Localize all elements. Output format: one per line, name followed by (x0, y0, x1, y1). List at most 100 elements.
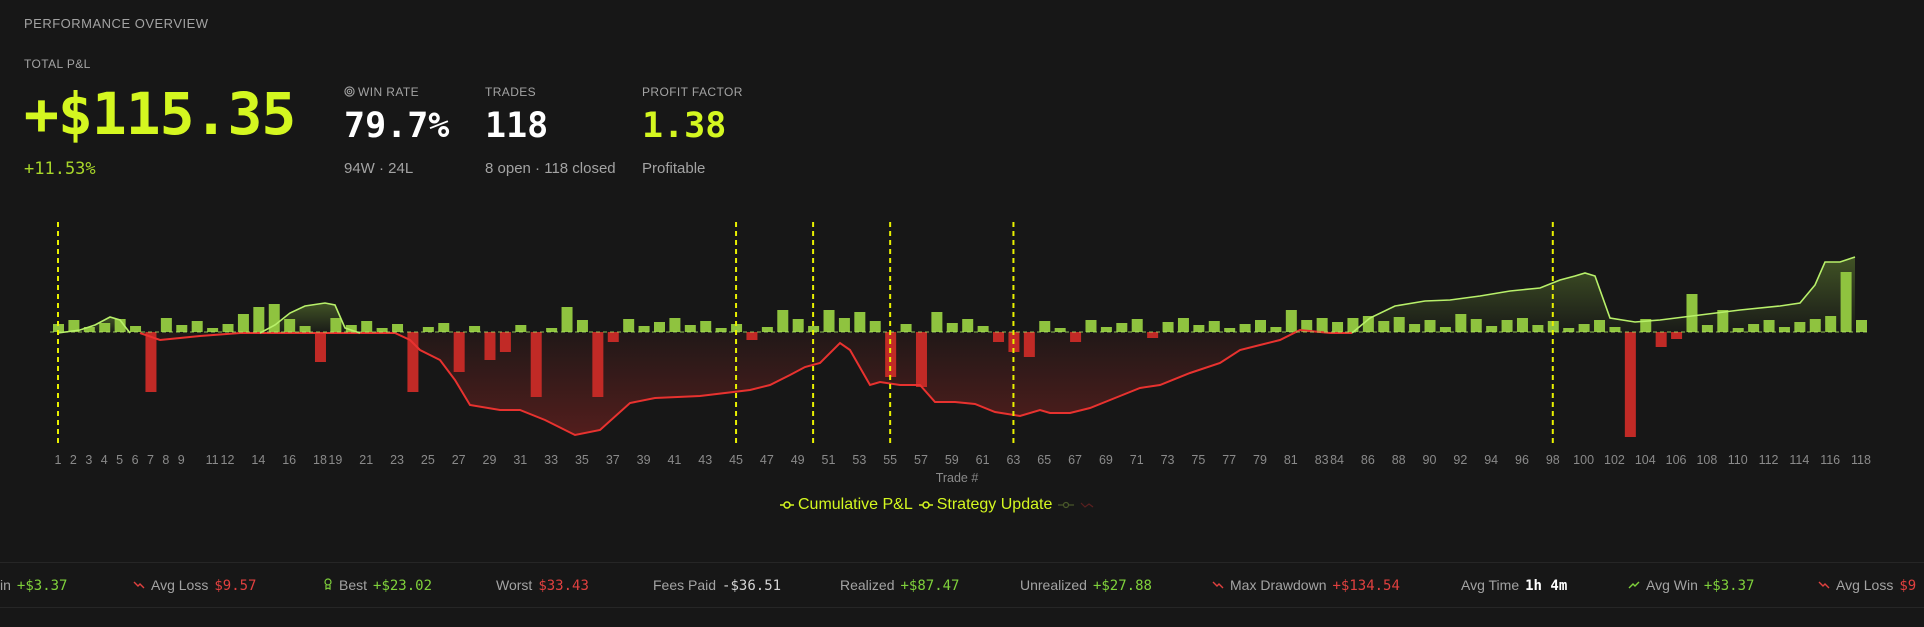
ticker-item: Avg Loss $9 (1818, 577, 1916, 594)
ticker-item: in +$3.37 (0, 577, 68, 594)
win-bar[interactable] (422, 327, 434, 332)
win-bar[interactable] (361, 321, 373, 332)
win-bar[interactable] (1054, 328, 1066, 332)
win-bar[interactable] (1193, 325, 1205, 332)
x-tick-label: 92 (1453, 453, 1467, 467)
win-bar[interactable] (761, 327, 773, 332)
win-bar[interactable] (268, 304, 280, 332)
win-bar[interactable] (469, 326, 481, 332)
x-tick-label: 90 (1423, 453, 1437, 467)
legend-label-strategy: Strategy Update (936, 496, 1053, 513)
x-tick-label: 63 (1006, 453, 1020, 467)
win-bar[interactable] (777, 310, 789, 332)
x-tick-label: 16 (282, 453, 296, 467)
win-bar[interactable] (345, 325, 357, 332)
x-tick-label: 18 (313, 453, 327, 467)
win-rate-value: 79.7% (344, 106, 450, 146)
loss-bar[interactable] (145, 332, 157, 392)
loss-bar[interactable] (1655, 332, 1667, 347)
win-bar[interactable] (1162, 322, 1174, 332)
legend-item-muted-1[interactable] (1058, 500, 1075, 510)
ticker-item: Best +$23.02 (323, 577, 432, 594)
win-bar[interactable] (191, 321, 203, 332)
x-tick-label: 19 (328, 453, 342, 467)
win-bar[interactable] (1239, 324, 1251, 332)
loss-bar[interactable] (1624, 332, 1636, 437)
win-bar[interactable] (1255, 320, 1266, 332)
win-bar[interactable] (700, 321, 712, 332)
win-bar[interactable] (207, 328, 219, 332)
win-bar[interactable] (1332, 322, 1344, 332)
win-bar[interactable] (823, 310, 835, 332)
loss-bar[interactable] (1671, 332, 1683, 339)
win-bar[interactable] (237, 314, 249, 332)
loss-bar[interactable] (314, 332, 326, 362)
loss-bar[interactable] (407, 332, 419, 392)
win-bar[interactable] (160, 318, 172, 332)
win-bar[interactable] (869, 321, 881, 332)
win-bar[interactable] (1177, 318, 1189, 332)
win-bar[interactable] (900, 324, 912, 332)
win-bar[interactable] (962, 319, 974, 332)
win-bar[interactable] (623, 319, 635, 332)
win-bar[interactable] (1686, 294, 1698, 332)
win-bar[interactable] (53, 324, 64, 332)
x-tick-label: 39 (637, 453, 651, 467)
ticker-item: Avg Time 1h 4m (1461, 577, 1568, 594)
win-bar[interactable] (854, 312, 866, 332)
win-bar[interactable] (638, 326, 650, 332)
x-tick-label: 73 (1161, 453, 1175, 467)
win-bar[interactable] (392, 324, 404, 332)
x-tick-label: 31 (513, 453, 527, 467)
win-bar[interactable] (253, 307, 265, 332)
x-tick-label: 110 (1728, 453, 1748, 467)
win-bar[interactable] (176, 325, 188, 332)
win-bar[interactable] (715, 328, 727, 332)
win-bar[interactable] (1270, 327, 1282, 332)
x-tick-label: 81 (1284, 453, 1298, 467)
win-bar[interactable] (68, 320, 80, 332)
win-bar[interactable] (1208, 321, 1220, 332)
win-bar[interactable] (654, 322, 665, 332)
win-bar[interactable] (792, 319, 804, 332)
win-bar[interactable] (1347, 318, 1359, 332)
win-bar[interactable] (1285, 310, 1297, 332)
win-bar[interactable] (946, 323, 958, 332)
ticker-item: Realized +$87.47 (840, 577, 960, 594)
win-bar[interactable] (576, 320, 588, 332)
win-bar[interactable] (222, 324, 234, 332)
win-bar[interactable] (1224, 328, 1236, 332)
x-tick-label: 100 (1573, 453, 1594, 467)
win-bar[interactable] (1116, 323, 1128, 332)
win-bar[interactable] (376, 328, 388, 332)
win-bar[interactable] (130, 326, 142, 332)
win-bar[interactable] (1856, 320, 1867, 332)
legend-item-muted-2[interactable] (1080, 500, 1096, 510)
win-bar[interactable] (808, 326, 820, 332)
x-tick-label: 102 (1604, 453, 1625, 467)
win-bar[interactable] (1316, 318, 1328, 332)
win-bar[interactable] (561, 307, 573, 332)
win-bar[interactable] (1039, 321, 1051, 332)
win-bar[interactable] (931, 312, 943, 332)
win-bar[interactable] (546, 328, 558, 332)
win-bar[interactable] (977, 326, 989, 332)
legend-item-cumulative[interactable]: Cumulative P&L (780, 496, 913, 514)
win-bar[interactable] (515, 325, 527, 332)
win-bar[interactable] (1131, 319, 1143, 332)
x-tick-label: 33 (544, 453, 558, 467)
win-bar[interactable] (1301, 320, 1313, 332)
profit-factor-sub: Profitable (642, 160, 706, 177)
win-bar[interactable] (1100, 327, 1112, 332)
x-tick-label: 9 (178, 453, 185, 467)
line-marker-icon (1058, 501, 1075, 509)
win-bar[interactable] (1085, 320, 1097, 332)
win-bar[interactable] (731, 324, 743, 332)
x-tick-label: 61 (976, 453, 990, 467)
win-bar[interactable] (438, 323, 450, 332)
win-bar[interactable] (684, 325, 696, 332)
win-bar[interactable] (669, 318, 681, 332)
win-bar[interactable] (838, 318, 850, 332)
x-tick-label: 1 (55, 453, 62, 467)
legend-item-strategy[interactable]: Strategy Update (918, 496, 1053, 514)
